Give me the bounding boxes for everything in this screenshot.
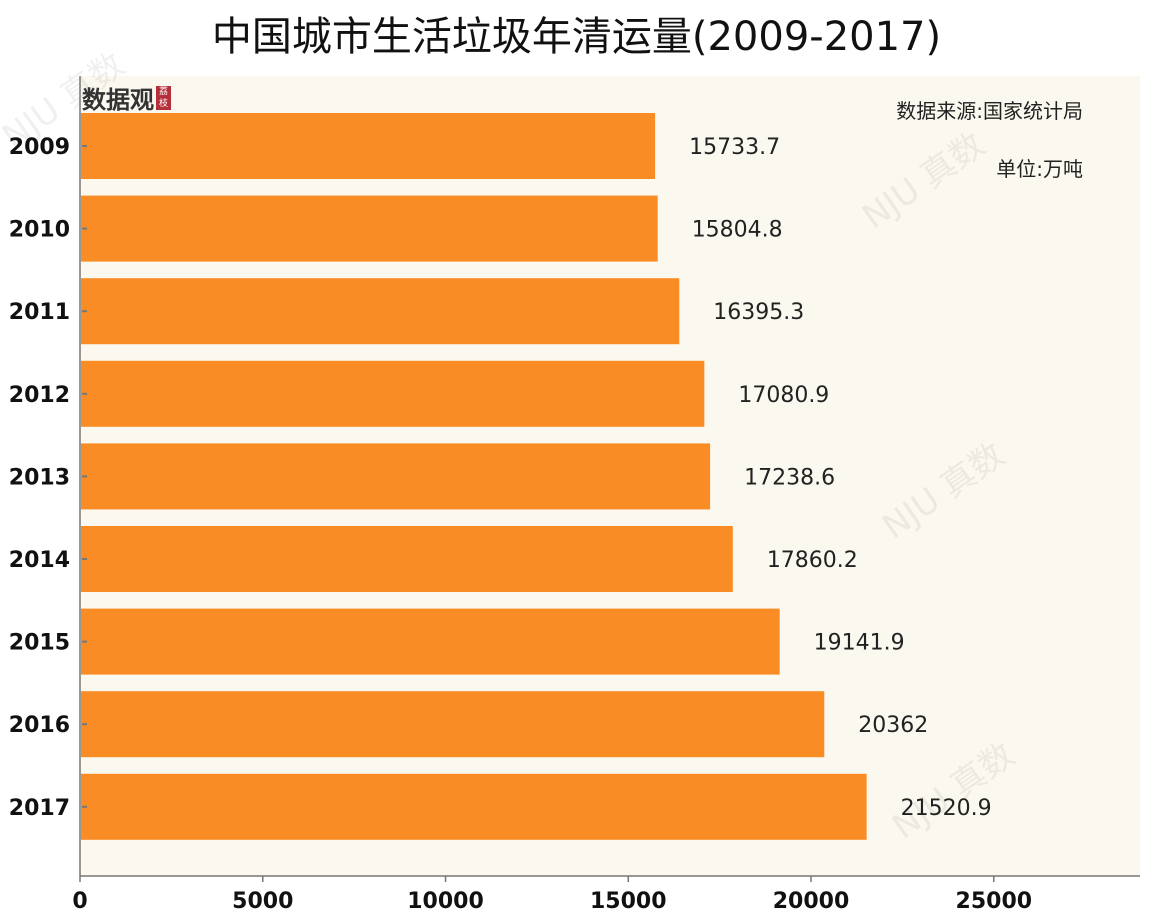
logo-badge: 荔枝	[156, 85, 171, 110]
bar-value-label: 17080.9	[738, 383, 829, 408]
bar-value-label: 20362	[858, 713, 928, 738]
bar-value-label: 15804.8	[692, 218, 783, 243]
y-tick-label: 2016	[9, 713, 70, 738]
y-tick-label: 2011	[9, 300, 70, 325]
bar-value-label: 17238.6	[744, 465, 835, 490]
bar	[81, 360, 705, 427]
bar	[81, 278, 680, 345]
y-tick-label: 2012	[9, 383, 70, 408]
x-tick-label: 25000	[956, 889, 1033, 914]
brand-logo: 数据观 荔枝	[82, 80, 171, 115]
y-tick-label: 2013	[9, 465, 70, 490]
y-tick-label: 2009	[9, 135, 70, 160]
y-tick-label: 2017	[9, 796, 70, 821]
bar-value-label: 21520.9	[901, 796, 992, 821]
bar-value-label: 16395.3	[713, 300, 804, 325]
bar	[81, 691, 825, 758]
x-tick-label: 20000	[773, 889, 850, 914]
data-source-note: 数据来源:国家统计局	[896, 99, 1083, 123]
bar	[81, 443, 711, 510]
bar	[81, 608, 780, 675]
y-tick-label: 2014	[9, 548, 70, 573]
logo-text: 数据观	[82, 86, 154, 114]
x-tick-label: 10000	[407, 889, 484, 914]
x-tick-label: 0	[72, 889, 87, 914]
bar-value-label: 15733.7	[689, 135, 780, 160]
x-tick-label: 5000	[232, 889, 293, 914]
unit-note: 单位:万吨	[996, 157, 1083, 181]
bar	[81, 526, 733, 592]
chart-title: 中国城市生活垃圾年清运量(2009-2017)	[211, 14, 942, 60]
bar	[81, 113, 656, 179]
y-tick-label: 2015	[9, 631, 70, 656]
y-tick-label: 2010	[9, 218, 70, 243]
bar	[81, 195, 658, 262]
bar-value-label: 17860.2	[767, 548, 858, 573]
bar	[81, 773, 867, 840]
x-tick-label: 15000	[590, 889, 667, 914]
bar-value-label: 19141.9	[814, 631, 905, 656]
